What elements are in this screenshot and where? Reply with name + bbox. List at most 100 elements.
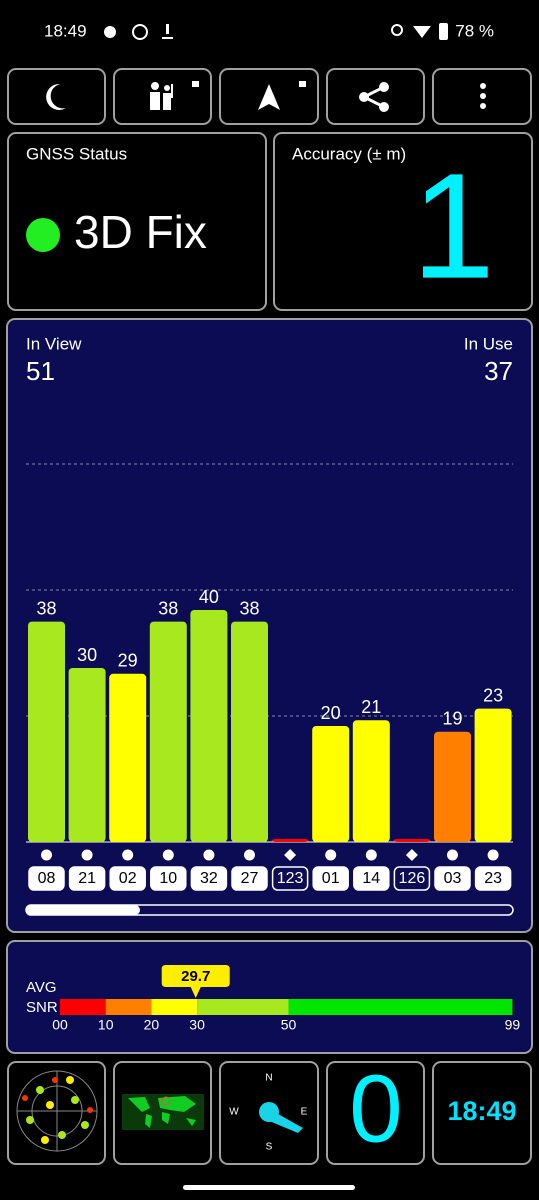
id-box (312, 866, 349, 891)
snr-label: 20 (321, 703, 341, 723)
snr-bar (271, 839, 309, 842)
snr-label: 29 (118, 651, 138, 671)
snr-label: 21 (361, 697, 381, 717)
scale-segment (288, 999, 513, 1015)
toolbar (7, 68, 532, 125)
id-box (393, 866, 431, 891)
accuracy-title: Accuracy (± m) (292, 144, 406, 163)
snr-bar (190, 610, 228, 842)
sky-plot-icon (16, 1070, 98, 1152)
satellite-count: 0 (349, 1055, 402, 1162)
satellite-id: 01 (322, 870, 340, 887)
satellite-id: 03 (444, 870, 462, 887)
compass-letter: S (266, 1142, 273, 1153)
satellite-id: 123 (277, 870, 304, 887)
night-mode-button[interactable] (7, 68, 106, 125)
id-box (231, 866, 268, 891)
home-indicator (183, 1185, 355, 1190)
scale-tick-label: 30 (189, 1017, 205, 1033)
scrollbar-thumb[interactable] (26, 905, 140, 915)
snr-bar (68, 668, 106, 842)
compass-icon: N E S W (229, 1073, 307, 1153)
clock-panel (432, 1061, 532, 1165)
scale-tick-label: 50 (281, 1017, 297, 1033)
accuracy-value: 1 (412, 142, 495, 310)
satellite-id: 08 (38, 870, 56, 887)
scale-tick-label: 99 (505, 1017, 521, 1033)
status-battery: 78 % (455, 21, 494, 40)
snr-label: 38 (239, 598, 259, 618)
id-box (474, 866, 512, 891)
satellite-id: 10 (159, 870, 177, 887)
snr-label: 38 (158, 598, 178, 618)
id-box (434, 866, 471, 891)
gnss-title: GNSS Status (26, 144, 127, 163)
scale-segment (105, 999, 152, 1015)
marker-dot (244, 849, 255, 861)
snr-label: 30 (77, 645, 97, 665)
marker-dot (325, 849, 337, 861)
compass-letter: W (229, 1107, 239, 1118)
marker-dot (122, 849, 134, 861)
id-box (109, 866, 146, 891)
gnss-panel (7, 132, 267, 311)
marker-dot (447, 849, 458, 861)
compass-letter: N (265, 1073, 272, 1084)
in-use-label: In Use (464, 334, 513, 353)
satellite-id: 32 (200, 870, 218, 887)
scale-tick-label: 00 (52, 1017, 68, 1033)
share-button[interactable] (326, 68, 425, 125)
snr-bar (28, 621, 65, 842)
marker-diamond (405, 849, 418, 861)
snr-bar (434, 731, 471, 842)
fix-indicator (26, 218, 60, 252)
marker-dot (487, 849, 499, 861)
compass-letter: E (301, 1107, 308, 1118)
marker-dot (365, 849, 377, 861)
fix-status: 3D Fix (74, 206, 207, 258)
snr-bar (474, 708, 512, 842)
scale-segment (151, 999, 198, 1015)
snr-label: SNR (26, 999, 58, 1016)
scale-tick-label: 20 (144, 1017, 160, 1033)
snr-bar (312, 726, 350, 842)
world-map-icon (122, 1094, 204, 1130)
snr-bar (109, 673, 147, 842)
id-box (28, 866, 65, 891)
snr-label: 23 (483, 685, 503, 705)
avg-snr-panel (6, 940, 533, 1054)
satellite-count-panel (326, 1061, 425, 1165)
marker-dot (81, 849, 93, 861)
snr-label: 40 (199, 587, 219, 607)
marker-dot (203, 849, 215, 861)
marker-dot (41, 849, 52, 861)
id-box (190, 866, 228, 891)
id-box (353, 866, 390, 891)
snr-bar (352, 720, 390, 842)
avg-marker (161, 965, 230, 998)
status-icons (104, 23, 448, 40)
marker-diamond (284, 849, 297, 861)
tips-button[interactable] (113, 68, 212, 125)
snr-label: 38 (36, 598, 56, 618)
id-box (68, 866, 106, 891)
avg-label: AVG (26, 979, 57, 996)
marker-dot (162, 849, 174, 861)
scale-tick-label: 10 (98, 1017, 114, 1033)
scale-segment (60, 999, 106, 1015)
snr-bar (231, 621, 268, 842)
clock: 18:49 (447, 1096, 516, 1126)
satellite-id: 02 (119, 870, 137, 887)
satellite-id: 23 (484, 870, 502, 887)
in-view-count: 51 (26, 356, 55, 386)
snr-bar (149, 621, 187, 842)
snr-bar (393, 839, 431, 842)
in-use-count: 37 (484, 356, 513, 386)
in-view-label: In View (26, 334, 82, 353)
satellite-id: 27 (241, 870, 259, 887)
snr-label: 19 (442, 709, 462, 729)
id-box (150, 866, 187, 891)
satellite-id: 14 (362, 870, 380, 887)
